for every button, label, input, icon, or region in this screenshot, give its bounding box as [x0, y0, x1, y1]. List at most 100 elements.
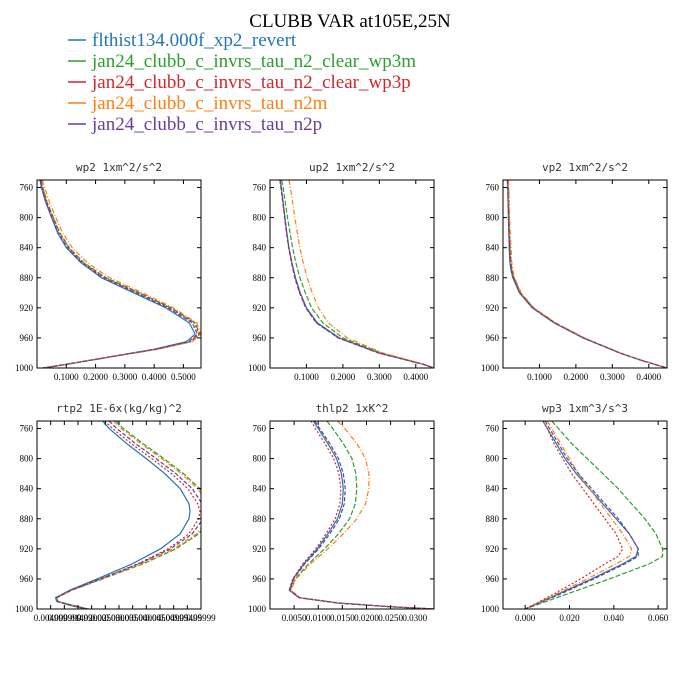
panel-title: up2 1xm^2/s^2	[309, 161, 395, 174]
y-tick-label: 960	[20, 574, 34, 584]
y-tick-label: 880	[20, 514, 34, 524]
y-tick-label: 880	[486, 514, 500, 524]
series-line	[55, 421, 201, 609]
x-tick-label: 0.02000	[77, 613, 107, 623]
y-tick-label: 760	[486, 183, 500, 193]
panel-title: rtp2 1E-6x(kg/kg)^2	[56, 402, 182, 415]
plot-frame	[502, 420, 668, 610]
x-tick-label: 0.2000	[83, 372, 108, 382]
y-tick-label: 920	[20, 544, 34, 554]
chart-panel: vp2 1xm^2/s^2 760 800 840 880 920 960 1000 0.100…	[481, 161, 668, 382]
y-tick-label: 920	[253, 303, 267, 313]
y-tick-label: 800	[20, 454, 34, 464]
x-tick-label: 0.040	[604, 613, 625, 623]
chart-panel: up2 1xm^2/s^2 760 800 840 880 920 960 1000 0.100…	[248, 161, 435, 382]
x-tick-label: 0.4000	[142, 372, 167, 382]
series-line	[54, 421, 191, 609]
x-tick-label: 0.060	[648, 613, 669, 623]
x-tick-label: 0.04500	[145, 613, 175, 623]
x-tick-label: 0.01499	[63, 613, 93, 623]
y-tick-label: 800	[253, 213, 267, 223]
series-line	[55, 421, 201, 609]
y-tick-label: 800	[20, 213, 34, 223]
y-tick-label: 1000	[481, 604, 500, 614]
chart-panel: wp3 1xm^3/s^3 760 800 840 880 920 960 1000 0.000…	[481, 402, 669, 623]
series-line	[289, 421, 434, 609]
y-tick-label: 1000	[481, 363, 500, 373]
panel-title: thlp2 1xK^2	[316, 402, 389, 415]
legend: flthist134.000f_xp2_revertjan24_clubb_c_…	[68, 30, 416, 135]
y-tick-label: 840	[20, 243, 34, 253]
x-tick-label: 0.0200	[354, 613, 379, 623]
series-line	[39, 180, 199, 368]
y-tick-label: 1000	[248, 363, 267, 373]
x-tick-label: 0.04000	[132, 613, 162, 623]
x-tick-label: 0.1000	[294, 372, 319, 382]
y-tick-label: 1000	[15, 363, 34, 373]
x-tick-label: 0.03000	[104, 613, 134, 623]
y-tick-label: 920	[253, 544, 267, 554]
legend-entry: jan24_clubb_c_invrs_tau_n2m	[68, 93, 328, 114]
legend-entry: jan24_clubb_c_invrs_tau_n2_clear_wp3p	[68, 72, 411, 93]
x-tick-label: 0.3000	[600, 372, 625, 382]
y-tick-label: 960	[253, 574, 267, 584]
legend-entry: jan24_clubb_c_invrs_tau_n2_clear_wp3m	[68, 51, 416, 72]
y-tick-label: 840	[486, 484, 500, 494]
x-tick-label: 0.4000	[403, 372, 428, 382]
series-line	[281, 180, 434, 368]
y-tick-label: 920	[486, 303, 500, 313]
y-tick-label: 960	[486, 333, 500, 343]
series-line	[279, 180, 434, 368]
y-tick-label: 920	[486, 544, 500, 554]
plot-frame	[502, 179, 668, 369]
y-tick-label: 1000	[248, 604, 267, 614]
y-tick-label: 840	[20, 484, 34, 494]
panel-title: wp2 1xm^2/s^2	[76, 161, 162, 174]
plot-frame	[269, 420, 435, 610]
x-tick-label: 0.0100	[306, 613, 331, 623]
series-line	[507, 180, 667, 368]
x-tick-label: 0.020	[559, 613, 580, 623]
x-tick-label: 0.4000	[636, 372, 661, 382]
chart-panel: wp2 1xm^2/s^2 760 800 840 880 920 960 1000 0.100…	[15, 161, 202, 382]
series-line	[40, 180, 201, 368]
legend-label: jan24_clubb_c_invrs_tau_n2m	[91, 93, 328, 114]
series-line	[39, 180, 196, 368]
x-tick-label: 0.05499	[173, 613, 203, 623]
x-tick-label: 0.5000	[171, 372, 196, 382]
figure-title: CLUBB VAR at105E,25N	[249, 11, 451, 32]
plot-frame	[269, 179, 435, 369]
x-tick-label: 0.05999	[186, 613, 216, 623]
series-line	[524, 421, 624, 609]
series-line	[289, 421, 434, 609]
y-tick-label: 880	[486, 273, 500, 283]
chart-panel: rtp2 1E-6x(kg/kg)^2 760 800 840 880 920 960 100…	[15, 402, 216, 623]
legend-label: jan24_clubb_c_invrs_tau_n2_clear_wp3p	[91, 72, 411, 93]
y-tick-label: 800	[486, 454, 500, 464]
x-tick-label: 0.3000	[112, 372, 137, 382]
series-line	[524, 421, 639, 609]
y-tick-label: 840	[486, 243, 500, 253]
legend-label: flthist134.000f_xp2_revert	[92, 30, 297, 51]
y-tick-label: 760	[20, 183, 34, 193]
y-tick-label: 800	[486, 213, 500, 223]
series-line	[507, 180, 667, 368]
x-tick-label: 0.03500	[118, 613, 148, 623]
legend-label: jan24_clubb_c_invrs_tau_n2p	[91, 114, 322, 135]
y-tick-label: 960	[20, 333, 34, 343]
y-tick-label: 760	[253, 183, 267, 193]
series-line	[524, 421, 633, 609]
x-tick-label: 0.000	[515, 613, 536, 623]
panel-title: wp3 1xm^3/s^3	[542, 402, 628, 415]
y-tick-label: 880	[253, 273, 267, 283]
x-tick-label: 0.0150	[330, 613, 355, 623]
y-tick-label: 760	[253, 424, 267, 434]
y-tick-label: 880	[20, 273, 34, 283]
y-tick-label: 800	[253, 454, 267, 464]
plot-frame	[36, 179, 202, 369]
series-line	[279, 180, 434, 368]
series-line	[524, 421, 664, 609]
series-line	[288, 421, 434, 609]
